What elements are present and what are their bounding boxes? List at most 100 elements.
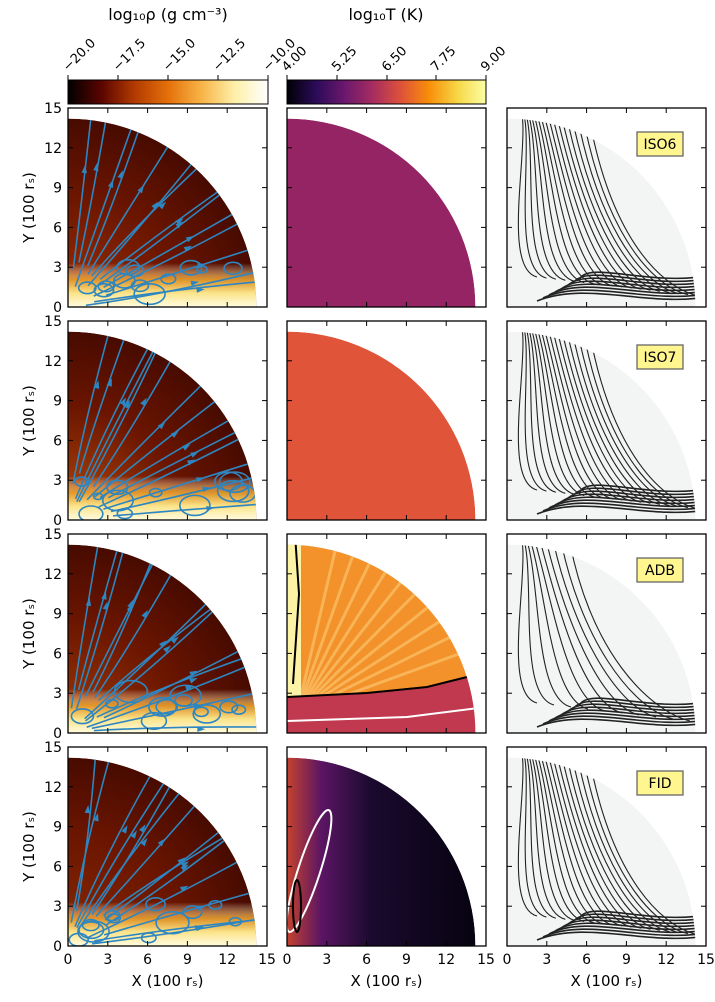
streamline (84, 544, 177, 697)
temperature-map (287, 757, 476, 946)
model-label-box (636, 770, 684, 796)
panel-frame (506, 746, 707, 947)
contour-line (558, 331, 651, 504)
contour-line (550, 544, 657, 718)
streamline-arrow (151, 201, 159, 210)
contour-line (548, 757, 632, 928)
streamline-arrow (106, 378, 112, 387)
contour-line (580, 118, 689, 296)
contour-line (553, 757, 642, 929)
streamline-arrow (197, 726, 206, 732)
streamline (72, 118, 98, 271)
streamline-arrow (170, 636, 179, 644)
contour-line (560, 706, 696, 716)
streamline-loop (155, 910, 190, 935)
streamline-arrow (180, 864, 189, 872)
temperature-colorbar-label: log₁₀T (K) (348, 5, 423, 24)
streamline (85, 259, 257, 307)
streamline-loop (140, 711, 168, 731)
x-tick-label: 9 (622, 952, 631, 968)
x-axis-label: X (100 rₛ) (351, 972, 423, 990)
contour-line (542, 715, 696, 725)
contour-line (553, 118, 642, 290)
streamline-loop (228, 916, 243, 927)
contour-line (578, 271, 696, 281)
streamline-arrow (190, 451, 199, 458)
streamline-arrow (102, 601, 108, 611)
streamline-arrow (141, 610, 148, 619)
temperature-colorbar-gradient (286, 79, 487, 105)
streamline-loop (74, 476, 90, 487)
y-tick-label: 6 (53, 859, 62, 875)
density-tick-label: −17.5 (110, 36, 149, 75)
streamline (86, 836, 257, 939)
contour-line (558, 757, 651, 930)
x-tick-label: 15 (258, 952, 276, 968)
y-tick-label: 0 (53, 726, 62, 742)
streamline-arrow (84, 804, 91, 814)
streamline-loop (104, 698, 119, 709)
contour-line (516, 331, 538, 491)
streamline (77, 544, 132, 691)
streamline (91, 681, 257, 730)
streamline-arrow (119, 397, 126, 406)
panel-frame (67, 320, 268, 521)
temperature-panel (286, 533, 487, 734)
streamline (78, 331, 143, 474)
streamline (86, 646, 257, 729)
streamline-arrow (157, 421, 166, 430)
streamline (70, 544, 108, 709)
x-tick-label: 12 (657, 952, 675, 968)
streamline-arrow (93, 380, 100, 389)
temperature-contour (292, 879, 302, 933)
streamline-arrow (202, 486, 211, 493)
contour-line (554, 283, 696, 293)
contour-line (536, 718, 696, 728)
y-axis-label: Y (100 rₛ) (20, 172, 38, 244)
row-adb: 0 3 6 9 12 15 Y (100 rₛ) ADB (20, 527, 707, 742)
streamline (92, 544, 171, 693)
streamline-loop (155, 698, 179, 715)
streamline (103, 447, 257, 510)
streamline-arrow (121, 825, 128, 834)
streamline-loop (70, 708, 95, 725)
temperature-streak (295, 544, 352, 714)
streamline (103, 626, 257, 719)
panel-frame (67, 533, 268, 734)
temperature-map (287, 331, 476, 520)
temperature-tick-label: 7.75 (428, 44, 459, 75)
y-tick-label: 9 (53, 607, 62, 623)
contour-line (548, 925, 696, 935)
streamline (87, 118, 156, 267)
streamline (98, 415, 257, 508)
streamline-loop (160, 273, 177, 285)
streamline-loop (216, 479, 250, 503)
temperature-tick-label: 5.25 (329, 44, 360, 75)
streamline-loop (214, 471, 243, 492)
panel-frame (67, 107, 268, 308)
contour-line (516, 544, 538, 704)
streamline-loop (97, 280, 115, 293)
streamline-arrow (93, 162, 99, 172)
temperature-map (287, 118, 476, 307)
y-tick-label: 9 (53, 820, 62, 836)
contour-line (578, 910, 696, 920)
density-tick-label: −20.0 (60, 36, 99, 75)
y-axis-label: Y (100 rₛ) (20, 598, 38, 670)
y-tick-label: 9 (53, 394, 62, 410)
contour-line (580, 757, 689, 935)
streamline (74, 757, 177, 927)
streamline-loop (125, 264, 145, 278)
temperature-panel (286, 107, 487, 308)
x-tick-label: 9 (183, 952, 192, 968)
streamline-loop (219, 700, 239, 714)
streamline-arrow (130, 830, 137, 839)
streamline-loop (113, 679, 149, 704)
streamline-loop (106, 913, 122, 924)
streamline (93, 726, 257, 732)
y-tick-label: 0 (53, 513, 62, 529)
model-label: ISO6 (644, 137, 677, 153)
streamline-loop (178, 494, 211, 517)
density-colorbar-label: log₁₀ρ (g cm⁻³) (108, 5, 227, 24)
temperature-streak (295, 544, 376, 714)
